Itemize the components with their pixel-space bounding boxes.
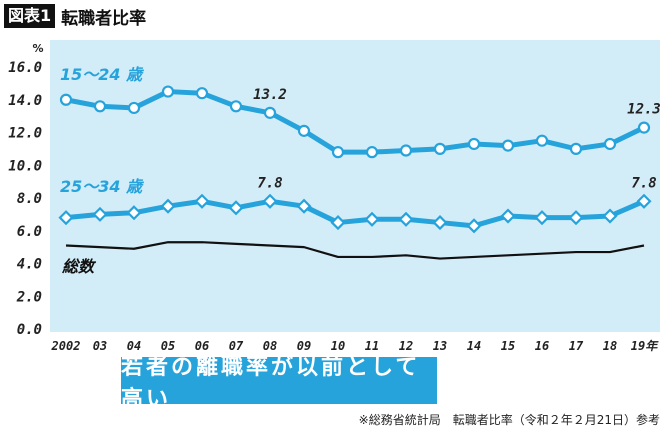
data-point — [160, 198, 176, 214]
data-point — [602, 208, 618, 224]
x-tick-label: 13 — [433, 339, 447, 353]
data-point — [296, 198, 312, 214]
data-point — [229, 100, 243, 113]
data-point — [569, 142, 583, 155]
data-point — [466, 218, 482, 234]
y-tick-label: 0.0 — [17, 322, 42, 338]
data-point — [262, 193, 278, 209]
figure-badge: 図表1 — [4, 4, 56, 28]
source-note: ※総務省統計局 転職者比率（令和２年２月21日）参考 — [358, 413, 660, 427]
chart-header: 図表1 転職者比率 — [4, 4, 147, 29]
data-point — [398, 211, 414, 227]
data-point — [364, 211, 380, 227]
series-line-2 — [65, 241, 645, 260]
x-tick-label: 15 — [501, 339, 515, 353]
data-point — [331, 146, 345, 159]
data-label: 13.2 — [253, 87, 287, 103]
data-point — [126, 205, 142, 221]
data-point — [501, 139, 515, 152]
x-tick-label: 06 — [195, 339, 209, 353]
x-tick-label: 03 — [93, 339, 107, 353]
data-point — [194, 193, 210, 209]
data-point — [59, 93, 73, 106]
plot-area — [50, 40, 660, 332]
x-tick-label: 07 — [229, 339, 244, 353]
data-point — [365, 146, 379, 159]
series-label: 総数 — [61, 257, 97, 276]
series-label: 25〜34 歳 — [60, 177, 145, 196]
y-tick-label: 4.0 — [17, 257, 42, 273]
data-point — [263, 106, 277, 119]
series-label: 15〜24 歳 — [60, 65, 145, 84]
y-tick-label: 6.0 — [17, 224, 42, 240]
data-point — [432, 215, 448, 231]
x-tick-label: 10 — [331, 339, 345, 353]
data-point — [195, 87, 209, 100]
data-point — [534, 210, 550, 226]
y-axis-unit: % — [32, 42, 43, 55]
data-point — [93, 100, 107, 113]
data-label: 7.8 — [631, 175, 656, 191]
data-point — [433, 142, 447, 155]
data-point — [92, 206, 108, 222]
data-point — [636, 193, 652, 209]
data-point — [399, 144, 413, 157]
data-point — [535, 134, 549, 147]
data-point — [568, 210, 584, 226]
y-tick-label: 12.0 — [8, 126, 42, 142]
x-tick-label: 09 — [297, 339, 311, 353]
x-tick-label: 04 — [127, 339, 141, 353]
x-tick-label: 11 — [365, 339, 379, 353]
data-point — [500, 208, 516, 224]
data-label: 12.3 — [627, 102, 661, 118]
x-tick-label: 08 — [263, 339, 277, 353]
y-tick-label: 16.0 — [8, 60, 42, 76]
x-tick-label: 14 — [467, 339, 481, 353]
data-point — [161, 85, 175, 98]
x-tick-label: 18 — [603, 339, 617, 353]
data-label: 7.8 — [257, 175, 282, 191]
y-tick-label: 10.0 — [8, 158, 42, 174]
chart-title: 転職者比率 — [61, 8, 147, 29]
data-point — [58, 210, 74, 226]
y-tick-label: 14.0 — [8, 93, 42, 109]
x-tick-label: 05 — [161, 339, 175, 353]
data-point — [467, 137, 481, 151]
x-tick-label: 19年 — [631, 339, 659, 353]
data-point — [603, 137, 617, 151]
data-point — [127, 101, 141, 115]
data-point — [330, 215, 346, 231]
data-point — [228, 200, 244, 216]
data-point — [637, 121, 651, 134]
x-tick-label: 12 — [399, 339, 413, 353]
headline-banner: 若者の離職率が以前として高い — [121, 355, 437, 412]
y-tick-label: 8.0 — [17, 191, 42, 207]
y-tick-label: 2.0 — [16, 289, 42, 305]
line-chart: 0.0 2.0 4.0 6.0 8.0 10.0 12.0 14.0 16.0% 2002 03 04… — [8, 40, 661, 353]
x-tick-label: 16 — [535, 339, 549, 353]
x-tick-label: 17 — [569, 339, 584, 353]
data-point — [297, 124, 311, 137]
x-tick-label: 2002 — [51, 339, 81, 353]
